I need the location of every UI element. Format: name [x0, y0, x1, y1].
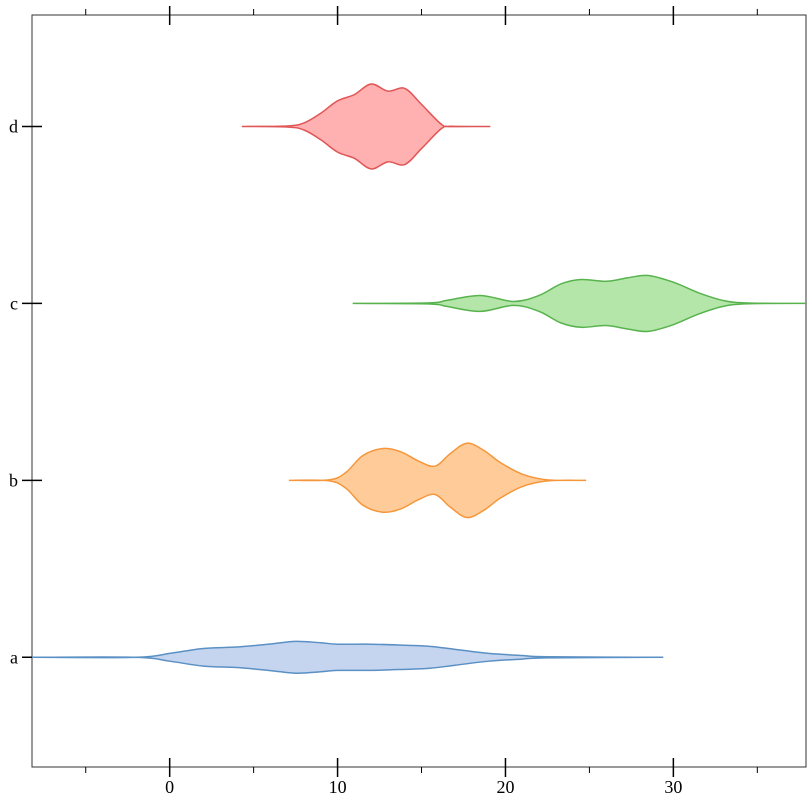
violin	[31, 640, 664, 674]
x-tick-label: 0	[165, 777, 174, 797]
x-tick-label: 20	[496, 777, 514, 797]
plot-frame	[31, 14, 807, 768]
violin	[241, 83, 491, 170]
violin	[288, 442, 587, 519]
violin	[352, 274, 807, 333]
x-tick-label: 30	[664, 777, 682, 797]
x-tick-label: 10	[329, 777, 347, 797]
y-tick-label: d	[9, 116, 18, 136]
y-tick-label: a	[10, 647, 18, 667]
y-tick-label: c	[10, 293, 18, 313]
y-tick-label: b	[9, 470, 18, 490]
